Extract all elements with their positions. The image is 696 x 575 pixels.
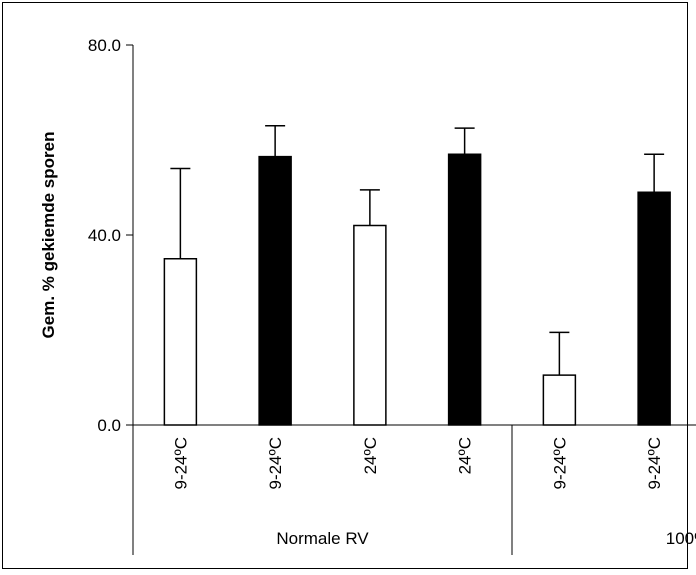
group-label: Normale RV (276, 529, 369, 548)
bar (163, 258, 198, 426)
chart-frame (2, 2, 688, 569)
bar (447, 153, 482, 426)
y-tick-label: 0.0 (97, 416, 121, 435)
bar (637, 191, 671, 426)
x-tick-label: 9-24ºC (645, 437, 664, 490)
bars (163, 125, 671, 426)
x-tick-label: 9-24ºC (550, 437, 569, 490)
x-tick-label: 24ºC (456, 437, 475, 474)
x-tick-label: 9-24ºC (171, 437, 190, 490)
y-axis: 0.0 40.0 80.0 (88, 36, 134, 435)
bar (353, 224, 387, 426)
bar (542, 374, 577, 426)
y-axis-label: Gem. % gekiemde sporen (39, 132, 58, 339)
x-axis: 9-24ºC9-24ºC24ºC24ºC9-24ºC9-24ºC24ºC24ºC… (132, 424, 696, 555)
y-tick-label: 80.0 (88, 36, 121, 55)
x-tick-label: 24ºC (361, 437, 380, 474)
bar (258, 155, 292, 426)
y-tick-label: 40.0 (88, 226, 121, 245)
x-tick-label: 9-24ºC (266, 437, 285, 490)
group-label: 100% RV (666, 529, 696, 548)
